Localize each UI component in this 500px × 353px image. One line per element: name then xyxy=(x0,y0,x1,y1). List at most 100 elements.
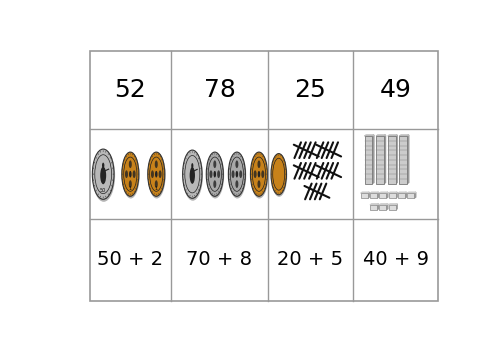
Ellipse shape xyxy=(216,193,217,195)
Ellipse shape xyxy=(206,152,224,198)
Polygon shape xyxy=(377,204,378,210)
Ellipse shape xyxy=(122,179,123,180)
Ellipse shape xyxy=(94,162,95,163)
Ellipse shape xyxy=(271,154,286,195)
Ellipse shape xyxy=(236,153,237,155)
Polygon shape xyxy=(377,192,378,198)
Ellipse shape xyxy=(238,154,239,155)
Polygon shape xyxy=(360,192,369,193)
Ellipse shape xyxy=(255,191,256,192)
Polygon shape xyxy=(388,204,397,205)
Text: 1: 1 xyxy=(129,186,132,191)
Ellipse shape xyxy=(255,156,256,157)
Ellipse shape xyxy=(132,170,136,178)
Polygon shape xyxy=(368,192,369,198)
Ellipse shape xyxy=(148,152,165,196)
Polygon shape xyxy=(407,192,416,193)
Ellipse shape xyxy=(112,179,113,181)
Ellipse shape xyxy=(210,156,211,157)
Ellipse shape xyxy=(239,170,242,178)
Ellipse shape xyxy=(258,180,260,188)
Ellipse shape xyxy=(260,193,261,195)
Ellipse shape xyxy=(232,170,234,178)
Text: 25: 25 xyxy=(294,78,326,102)
Ellipse shape xyxy=(253,188,254,189)
Ellipse shape xyxy=(122,152,139,196)
Ellipse shape xyxy=(151,170,154,178)
Ellipse shape xyxy=(266,174,267,175)
Ellipse shape xyxy=(234,193,235,195)
Polygon shape xyxy=(380,204,388,205)
Bar xyxy=(398,193,405,198)
Text: 50 + 2: 50 + 2 xyxy=(97,250,164,269)
Ellipse shape xyxy=(231,188,232,189)
Ellipse shape xyxy=(112,167,113,169)
Ellipse shape xyxy=(103,197,104,198)
Ellipse shape xyxy=(214,180,216,188)
Text: 49: 49 xyxy=(380,78,412,102)
Ellipse shape xyxy=(209,188,210,189)
Ellipse shape xyxy=(94,185,95,186)
Ellipse shape xyxy=(149,184,150,185)
Polygon shape xyxy=(376,135,386,136)
Ellipse shape xyxy=(236,194,237,195)
Ellipse shape xyxy=(201,173,202,175)
Bar xyxy=(380,193,386,198)
Ellipse shape xyxy=(103,150,104,152)
Ellipse shape xyxy=(210,170,212,178)
Ellipse shape xyxy=(234,154,235,155)
Text: 52: 52 xyxy=(114,78,146,102)
Ellipse shape xyxy=(95,155,112,194)
Bar xyxy=(400,136,407,184)
Ellipse shape xyxy=(155,160,158,168)
Ellipse shape xyxy=(124,157,137,191)
Ellipse shape xyxy=(236,180,238,188)
Ellipse shape xyxy=(232,191,233,192)
Ellipse shape xyxy=(150,159,151,161)
Ellipse shape xyxy=(214,160,216,168)
Ellipse shape xyxy=(137,163,138,165)
Ellipse shape xyxy=(158,170,162,178)
Ellipse shape xyxy=(129,160,132,168)
Bar xyxy=(364,136,372,184)
Ellipse shape xyxy=(200,168,201,169)
Polygon shape xyxy=(405,192,406,198)
Ellipse shape xyxy=(150,157,163,191)
Ellipse shape xyxy=(244,174,245,175)
Polygon shape xyxy=(384,135,386,184)
Ellipse shape xyxy=(122,152,140,198)
Ellipse shape xyxy=(252,157,266,191)
Ellipse shape xyxy=(254,170,256,178)
Ellipse shape xyxy=(258,194,259,195)
Ellipse shape xyxy=(184,185,185,186)
Ellipse shape xyxy=(183,173,184,175)
Ellipse shape xyxy=(236,160,238,168)
Ellipse shape xyxy=(232,156,233,157)
Ellipse shape xyxy=(163,163,164,165)
Ellipse shape xyxy=(214,171,216,178)
Ellipse shape xyxy=(262,170,264,178)
Polygon shape xyxy=(400,135,409,136)
Polygon shape xyxy=(364,135,374,136)
Bar xyxy=(370,193,377,198)
Ellipse shape xyxy=(222,174,223,175)
Ellipse shape xyxy=(229,168,230,169)
Ellipse shape xyxy=(92,149,115,202)
Ellipse shape xyxy=(92,149,114,199)
Ellipse shape xyxy=(184,162,185,164)
Ellipse shape xyxy=(240,191,241,192)
Text: 70 + 8: 70 + 8 xyxy=(186,250,252,269)
Ellipse shape xyxy=(238,193,239,195)
Ellipse shape xyxy=(208,157,222,191)
Ellipse shape xyxy=(93,173,94,175)
Polygon shape xyxy=(396,192,397,198)
Polygon shape xyxy=(388,192,397,193)
Polygon shape xyxy=(396,204,397,210)
Ellipse shape xyxy=(129,171,132,178)
Ellipse shape xyxy=(198,158,199,159)
Ellipse shape xyxy=(212,154,213,155)
Ellipse shape xyxy=(216,154,217,155)
Ellipse shape xyxy=(262,191,263,192)
Ellipse shape xyxy=(210,191,211,192)
Ellipse shape xyxy=(200,179,201,181)
